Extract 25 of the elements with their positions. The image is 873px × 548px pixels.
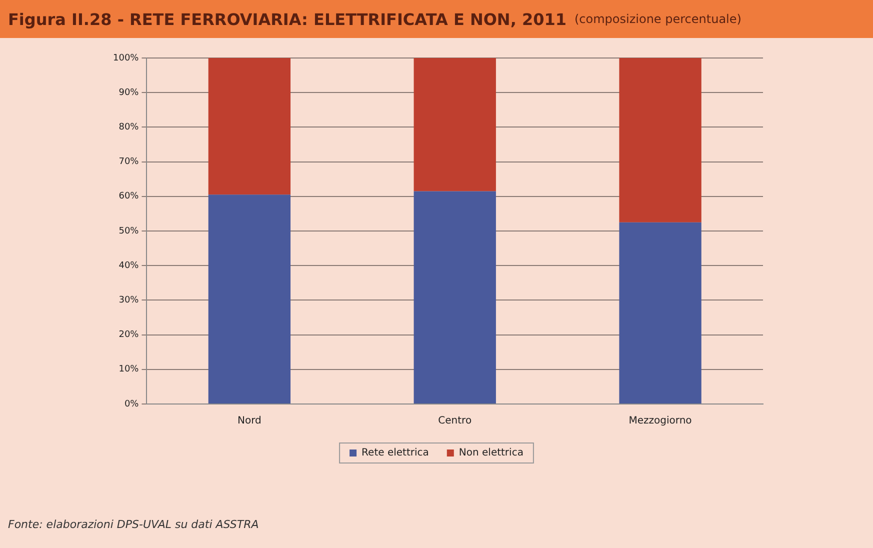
y-tick-label: 90%	[118, 88, 140, 98]
bar	[619, 58, 702, 222]
y-tick-label: 100%	[112, 53, 140, 64]
source-note: Fonte: elaborazioni DPS-UVAL su dati ASSTRA	[8, 518, 259, 531]
bar	[619, 222, 702, 404]
chart-subtitle: (composizione percentuale)	[574, 12, 742, 26]
bar	[414, 191, 496, 404]
bar	[414, 58, 496, 192]
chart-title: Figura II.28 - RETE FERROVIARIA: ELETTRIFICATA E NON, 2011	[8, 10, 566, 28]
y-tick-label: 50%	[118, 226, 140, 236]
x-tick-label: Centro	[438, 416, 472, 427]
x-tick-label: Mezzogiorno	[628, 416, 692, 427]
bar	[208, 194, 291, 404]
legend-label: Non elettrica	[458, 448, 524, 459]
bar	[208, 58, 291, 195]
legend-label: Rete elettrica	[362, 448, 429, 459]
y-tick-label: 80%	[118, 122, 140, 133]
y-tick-label: 60%	[118, 192, 140, 202]
y-tick-label: 30%	[118, 296, 140, 306]
y-tick-label: 20%	[118, 330, 140, 340]
y-tick-label: 0%	[124, 399, 140, 410]
x-tick-label: Nord	[237, 416, 262, 427]
y-tick-label: 10%	[118, 364, 140, 375]
y-tick-label: 40%	[118, 260, 140, 271]
y-tick-label: 70%	[118, 157, 140, 168]
